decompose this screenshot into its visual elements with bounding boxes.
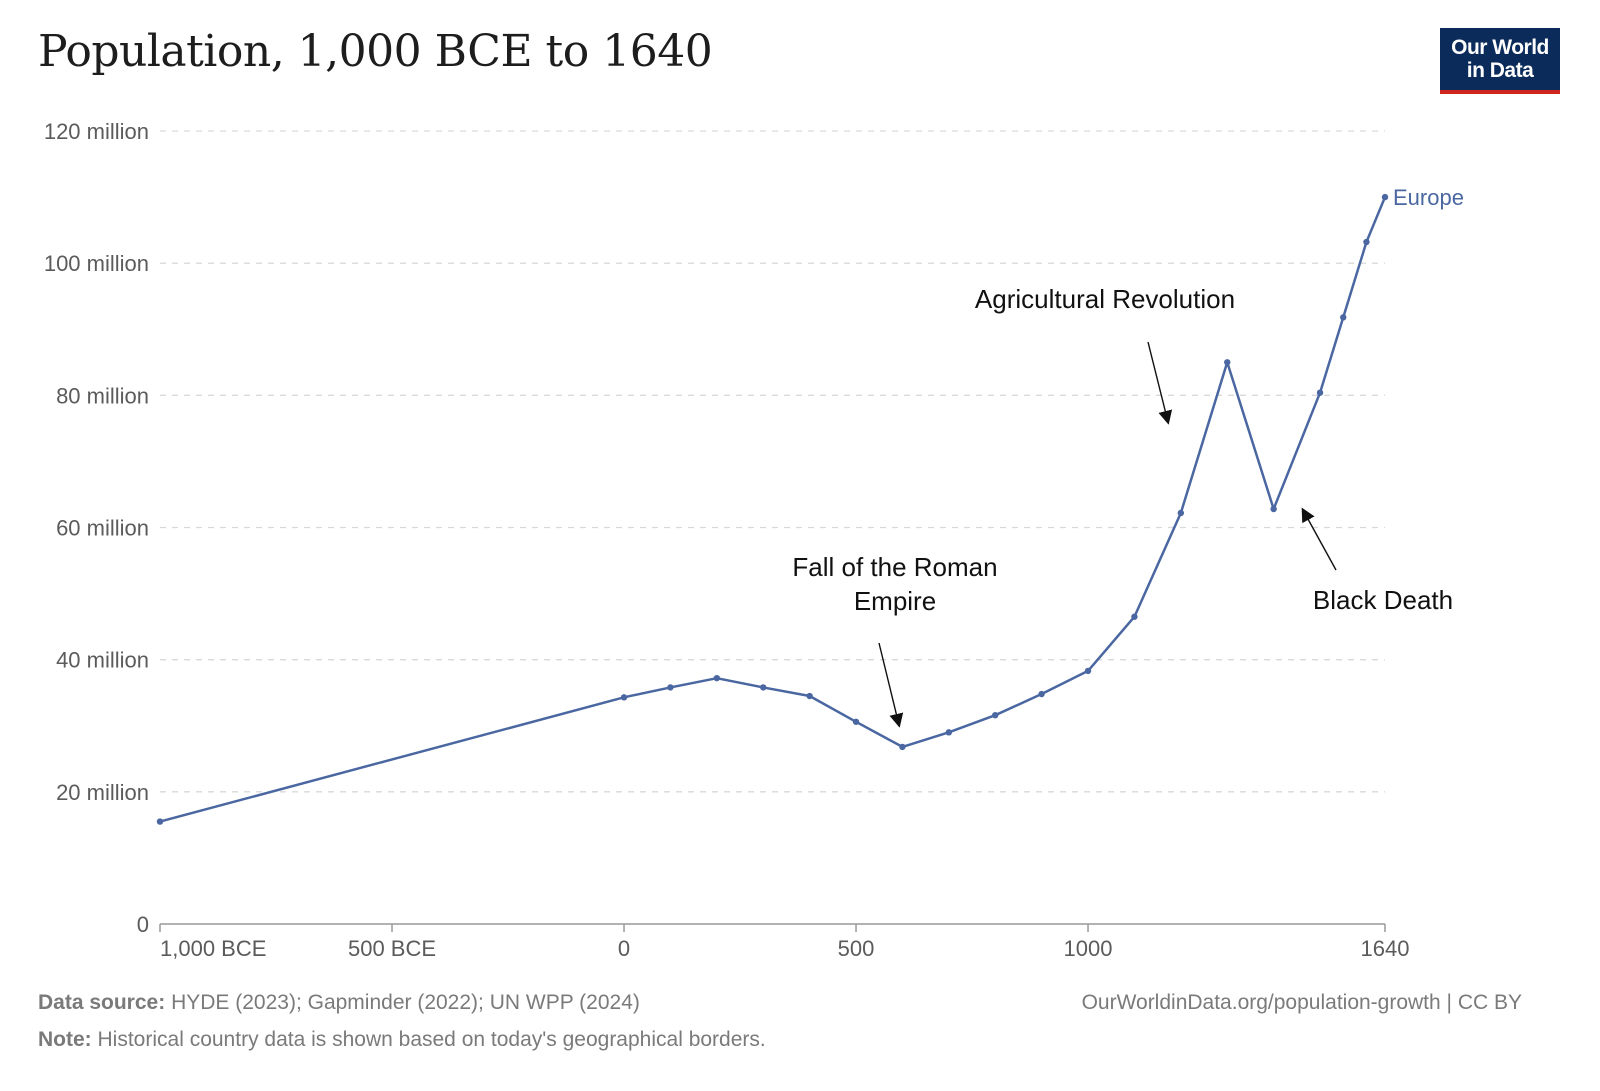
y-tick-label: 0 [137,912,149,937]
data-point[interactable] [620,694,628,701]
data-point[interactable] [1177,509,1185,517]
data-point[interactable] [1340,314,1347,321]
annotation-line: Fall of the Roman [792,552,997,582]
data-point[interactable] [1363,238,1370,246]
data-point[interactable] [760,684,767,691]
data-point[interactable] [852,718,860,725]
data-point[interactable] [1270,505,1277,513]
logo-line-1: Our World [1451,36,1549,59]
x-tick-label: 500 BCE [348,936,436,961]
data-point[interactable] [1224,359,1231,366]
source-url-link[interactable]: OurWorldinData.org/population-growth | C… [1081,991,1522,1014]
axes: 0 20 million 40 million 60 million 80 millio… [44,119,1410,961]
data-point[interactable] [945,729,953,736]
data-source-text: HYDE (2023); Gapminder (2022); UN WPP (2… [171,991,640,1014]
y-tick-label: 60 million [56,516,149,541]
x-tick-label: 0 [618,936,630,961]
data-point[interactable] [992,711,999,719]
data-source-label: Data source: [38,991,166,1014]
annotation-label: Agricultural Revolution [975,284,1235,314]
note: Note: Historical country data is shown b… [38,1028,766,1052]
x-tick-label: 1,000 BCE [160,936,266,961]
x-tick-label: 1640 [1361,936,1410,961]
data-point[interactable] [156,818,164,825]
note-label: Note: [38,1028,92,1051]
y-tick-label: 20 million [56,780,149,805]
data-point[interactable] [667,684,674,691]
note-text: Historical country data is shown based o… [97,1028,766,1051]
data-point[interactable] [1131,613,1138,620]
logo-line-2: in Data [1466,59,1534,82]
data-point[interactable] [899,743,906,751]
data-point[interactable] [713,674,721,682]
annotation-line: Agricultural Revolution [975,284,1235,314]
data-source: Data source: HYDE (2023); Gapminder (202… [38,991,640,1015]
annotation-arrow [1301,507,1337,571]
series-europe: Europe [156,185,1464,825]
annotation-arrow [1147,341,1173,425]
y-tick-label: 80 million [56,383,149,408]
x-tick-label: 500 [838,936,875,961]
y-tick-label: 40 million [56,648,149,673]
y-tick-label: 120 million [44,119,149,144]
data-point[interactable] [1316,389,1324,396]
annotation-label: Black Death [1313,585,1453,615]
x-tick-label: 1000 [1064,936,1113,961]
series-line[interactable] [159,196,1387,823]
series-label-europe: Europe [1393,185,1464,210]
data-point[interactable] [1038,690,1045,698]
owid-logo[interactable]: Our World in Data [1440,28,1560,94]
grid-lines [160,130,1385,793]
annotation-arrow [878,642,904,728]
chart-title: Population, 1,000 BCE to 1640 [38,26,713,77]
annotation-line: Black Death [1313,585,1453,615]
annotation-label: Fall of the Roman Empire [792,552,997,616]
data-point[interactable] [1381,193,1389,201]
annotation-line: Empire [854,586,936,616]
data-point[interactable] [806,692,813,700]
annotations: Fall of the Roman Empire Agricultural Revo… [792,284,1453,728]
data-point[interactable] [1084,667,1092,675]
y-tick-label: 100 million [44,251,149,276]
